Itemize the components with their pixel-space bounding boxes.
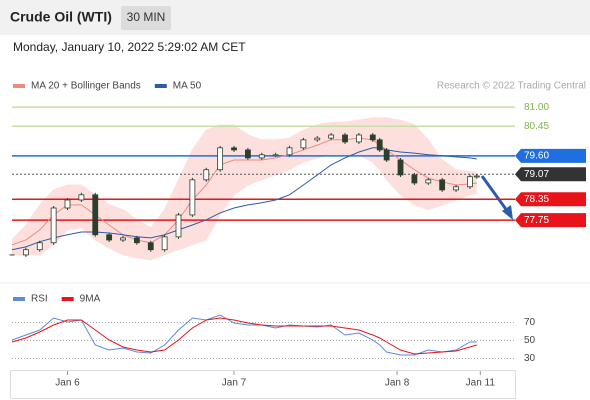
legend-swatch xyxy=(13,297,25,301)
y-tick-label: 70 xyxy=(524,317,536,328)
level-box xyxy=(515,148,586,163)
forecast-arrow-head xyxy=(502,205,513,220)
candle xyxy=(467,176,473,188)
candle xyxy=(355,134,362,143)
candle xyxy=(217,147,224,171)
candle xyxy=(411,174,418,184)
interval: 30 MIN xyxy=(127,10,166,24)
candle xyxy=(328,134,335,139)
level-label: 79.60 xyxy=(524,150,549,161)
candle xyxy=(314,137,321,141)
x-tick-label: Jan 6 xyxy=(55,378,80,389)
candle xyxy=(272,154,279,157)
level-label: 81.00 xyxy=(524,102,549,113)
bollinger-upper xyxy=(11,117,477,241)
candle xyxy=(473,175,480,178)
legend-swatch xyxy=(13,84,25,88)
y-tick-label: 30 xyxy=(524,353,536,364)
header-bar xyxy=(0,0,590,35)
level-box xyxy=(515,192,586,207)
candle xyxy=(22,249,29,256)
candle xyxy=(397,159,404,176)
legend-label: 9MA xyxy=(80,294,101,305)
candle xyxy=(300,139,307,149)
x-axis-box xyxy=(10,370,516,399)
candle xyxy=(376,139,383,151)
candle xyxy=(175,214,182,238)
legend-label: MA 50 xyxy=(173,81,202,92)
level-label: 77.75 xyxy=(524,215,549,226)
level-label: 80.45 xyxy=(524,121,549,132)
candle xyxy=(9,254,15,256)
candle xyxy=(161,236,168,251)
legend-label: RSI xyxy=(31,294,48,305)
watermark: Research © 2022 Trading Central xyxy=(437,81,586,92)
title: Crude Oil (WTI) xyxy=(10,9,112,25)
candle xyxy=(439,179,446,191)
candle xyxy=(244,149,251,159)
level-label: 78.35 xyxy=(524,194,549,205)
candle xyxy=(36,242,43,251)
candle xyxy=(453,186,459,191)
candle xyxy=(231,147,237,151)
candle xyxy=(50,207,57,244)
candle xyxy=(425,179,432,184)
candle xyxy=(369,134,376,141)
candle xyxy=(342,134,348,143)
legend-swatch xyxy=(61,297,74,301)
candle xyxy=(189,179,196,216)
legend-swatch xyxy=(154,84,167,88)
level-box xyxy=(515,213,586,228)
x-tick-label: Jan 8 xyxy=(385,378,410,389)
level-label: 79.07 xyxy=(524,169,549,180)
candle xyxy=(383,149,390,161)
y-tick-label: 50 xyxy=(524,335,536,346)
candle xyxy=(64,199,71,209)
candle xyxy=(203,169,210,181)
candle xyxy=(147,242,154,251)
x-tick-label: Jan 11 xyxy=(466,378,496,389)
bollinger-lower xyxy=(12,154,477,261)
bollinger-band xyxy=(12,117,477,260)
rsi-line xyxy=(11,314,477,356)
candle xyxy=(106,234,113,241)
timestamp: Monday, January 10, 2022 5:29:02 AM CET xyxy=(13,40,246,54)
level-box xyxy=(515,167,586,182)
candle xyxy=(286,147,293,156)
legend-label: MA 20 + Bollinger Bands xyxy=(31,81,141,92)
candle xyxy=(92,194,99,236)
candle xyxy=(258,154,265,159)
candle xyxy=(133,237,140,244)
candle xyxy=(78,194,85,201)
interval-box xyxy=(121,6,171,30)
rsi-line xyxy=(11,317,477,355)
x-tick-label: Jan 7 xyxy=(222,378,247,389)
candle xyxy=(120,237,126,241)
forecast-arrow xyxy=(480,175,510,213)
